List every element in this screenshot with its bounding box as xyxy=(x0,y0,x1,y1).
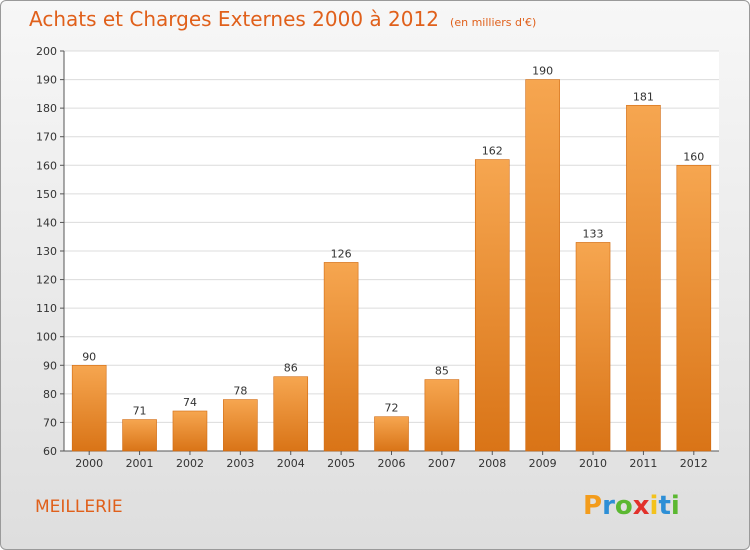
value-label-2007: 85 xyxy=(435,365,449,378)
value-label-2012: 160 xyxy=(683,150,704,163)
value-label-2003: 78 xyxy=(233,385,247,398)
bar-2006 xyxy=(374,416,409,452)
x-tick-label-2012: 2012 xyxy=(680,457,708,470)
bar-2005 xyxy=(323,262,359,452)
y-tick-label: 70 xyxy=(43,416,57,429)
y-tick-label: 200 xyxy=(36,45,57,58)
bar-2009 xyxy=(525,79,560,452)
title-unit: (en milliers d'€) xyxy=(450,16,537,29)
x-tick-label-2011: 2011 xyxy=(629,457,657,470)
proxiti-logo: Proxiti xyxy=(583,491,680,521)
bar-2008 xyxy=(474,159,510,452)
chart-title: Achats et Charges Externes 2000 à 2012 (… xyxy=(29,7,536,31)
logo-letter: i xyxy=(670,491,680,521)
x-tick-label-2009: 2009 xyxy=(529,457,557,470)
y-tick-label: 60 xyxy=(43,445,57,458)
logo-letter: i xyxy=(649,491,659,521)
x-tick-label-2003: 2003 xyxy=(226,457,254,470)
y-tick-label: 80 xyxy=(43,388,57,401)
y-tick-label: 160 xyxy=(36,159,57,172)
logo-letter: t xyxy=(658,491,671,521)
x-tick-label-2006: 2006 xyxy=(378,457,406,470)
y-tick-label: 170 xyxy=(36,131,57,144)
y-tick-label: 150 xyxy=(36,188,57,201)
y-tick-label: 120 xyxy=(36,274,57,287)
value-label-2005: 126 xyxy=(331,247,352,260)
bar-2007 xyxy=(424,379,460,452)
logo-letter: x xyxy=(632,491,650,521)
value-label-2004: 86 xyxy=(284,362,298,375)
x-tick-label-2000: 2000 xyxy=(75,457,103,470)
value-label-2009: 190 xyxy=(532,65,553,78)
y-tick-label: 110 xyxy=(36,302,57,315)
x-tick-label-2008: 2008 xyxy=(478,457,506,470)
logo-letter: P xyxy=(583,491,603,521)
y-tick-label: 100 xyxy=(36,331,57,344)
value-label-2001: 71 xyxy=(133,405,147,418)
bar-2011 xyxy=(626,104,661,452)
bar-2004 xyxy=(273,376,309,452)
x-tick-label-2001: 2001 xyxy=(126,457,154,470)
value-label-2002: 74 xyxy=(183,396,197,409)
bar-2001 xyxy=(122,419,157,452)
bar-2003 xyxy=(223,399,258,452)
value-label-2000: 90 xyxy=(82,350,96,363)
y-tick-label: 130 xyxy=(36,245,57,258)
y-tick-label: 140 xyxy=(36,216,57,229)
y-tick-label: 190 xyxy=(36,74,57,87)
x-tick-label-2007: 2007 xyxy=(428,457,456,470)
value-label-2011: 181 xyxy=(633,90,654,103)
x-tick-label-2004: 2004 xyxy=(277,457,305,470)
value-label-2006: 72 xyxy=(385,402,399,415)
title-main: Achats et Charges Externes 2000 à 2012 xyxy=(29,7,439,31)
x-tick-label-2002: 2002 xyxy=(176,457,204,470)
y-tick-label: 180 xyxy=(36,102,57,115)
value-label-2010: 133 xyxy=(583,227,604,240)
logo-letter: o xyxy=(614,491,633,521)
value-label-2008: 162 xyxy=(482,145,503,158)
y-tick-label: 90 xyxy=(43,359,57,372)
x-tick-label-2010: 2010 xyxy=(579,457,607,470)
commune-name: MEILLERIE xyxy=(35,497,123,517)
x-tick-label-2005: 2005 xyxy=(327,457,355,470)
bar-2010 xyxy=(575,242,611,452)
bar-2000 xyxy=(71,364,107,452)
bar-2012 xyxy=(676,164,712,452)
bar-2002 xyxy=(172,410,208,452)
logo-letter: r xyxy=(602,491,615,521)
